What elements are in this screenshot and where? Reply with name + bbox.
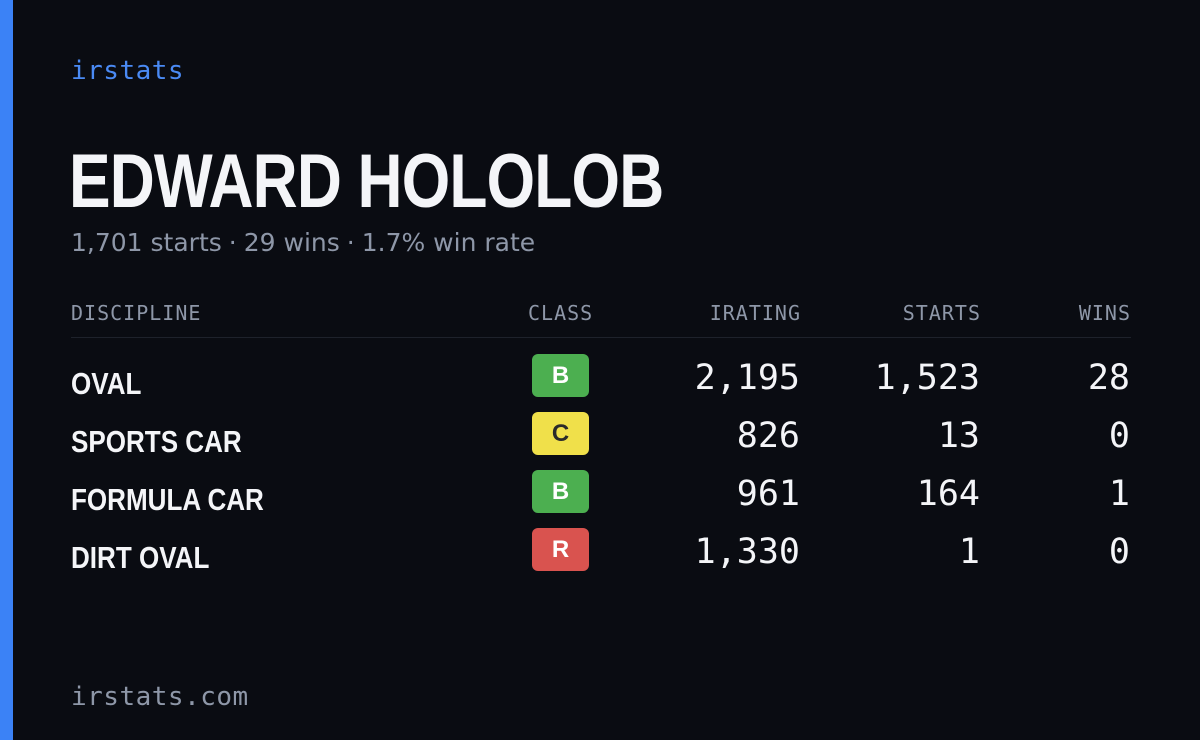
accent-bar	[0, 0, 13, 740]
header-class: CLASS	[528, 301, 594, 325]
footer-url: irstats.com	[71, 682, 249, 712]
wins-value: 0	[1108, 416, 1130, 456]
license-class-badge: C	[532, 412, 589, 455]
summary-win-rate: 1.7% win rate	[361, 228, 536, 257]
irating-value: 2,195	[694, 358, 800, 398]
starts-value: 1	[958, 532, 980, 572]
summary-separator: ·	[346, 228, 355, 257]
starts-value: 164	[916, 474, 980, 514]
license-class-badge: B	[532, 470, 589, 513]
table-row-oval: OVAL B 2,195 1,523 28	[71, 354, 1131, 404]
irating-value: 961	[736, 474, 800, 514]
irating-value: 826	[736, 416, 800, 456]
summary-wins: 29 wins	[243, 228, 340, 257]
license-class-badge: R	[532, 528, 589, 571]
discipline-name: OVAL	[71, 366, 142, 401]
driver-summary: 1,701 starts · 29 wins · 1.7% win rate	[71, 228, 535, 257]
table-row-formula-car: FORMULA CAR B 961 164 1	[71, 470, 1131, 520]
discipline-name: FORMULA CAR	[71, 482, 264, 517]
table-row-sports-car: SPORTS CAR C 826 13 0	[71, 412, 1131, 462]
header-starts: STARTS	[902, 301, 981, 325]
header-wins: WINS	[1078, 301, 1131, 325]
table-row-dirt-oval: DIRT OVAL R 1,330 1 0	[71, 528, 1131, 578]
summary-separator: ·	[228, 228, 237, 257]
brand-logo-text: irstats	[71, 56, 185, 86]
license-class-badge: B	[532, 354, 589, 397]
driver-name: EDWARD HOLOLOB	[69, 139, 664, 224]
summary-starts: 1,701 starts	[71, 228, 222, 257]
wins-value: 0	[1108, 532, 1130, 572]
stats-table-header: DISCIPLINE CLASS IRATING STARTS WINS	[71, 300, 1131, 338]
header-discipline: DISCIPLINE	[71, 301, 202, 325]
header-irating: IRATING	[709, 301, 801, 325]
wins-value: 28	[1087, 358, 1130, 398]
starts-value: 13	[937, 416, 980, 456]
wins-value: 1	[1108, 474, 1130, 514]
starts-value: 1,523	[874, 358, 980, 398]
irating-value: 1,330	[694, 532, 800, 572]
discipline-name: SPORTS CAR	[71, 424, 242, 459]
discipline-name: DIRT OVAL	[71, 540, 210, 575]
